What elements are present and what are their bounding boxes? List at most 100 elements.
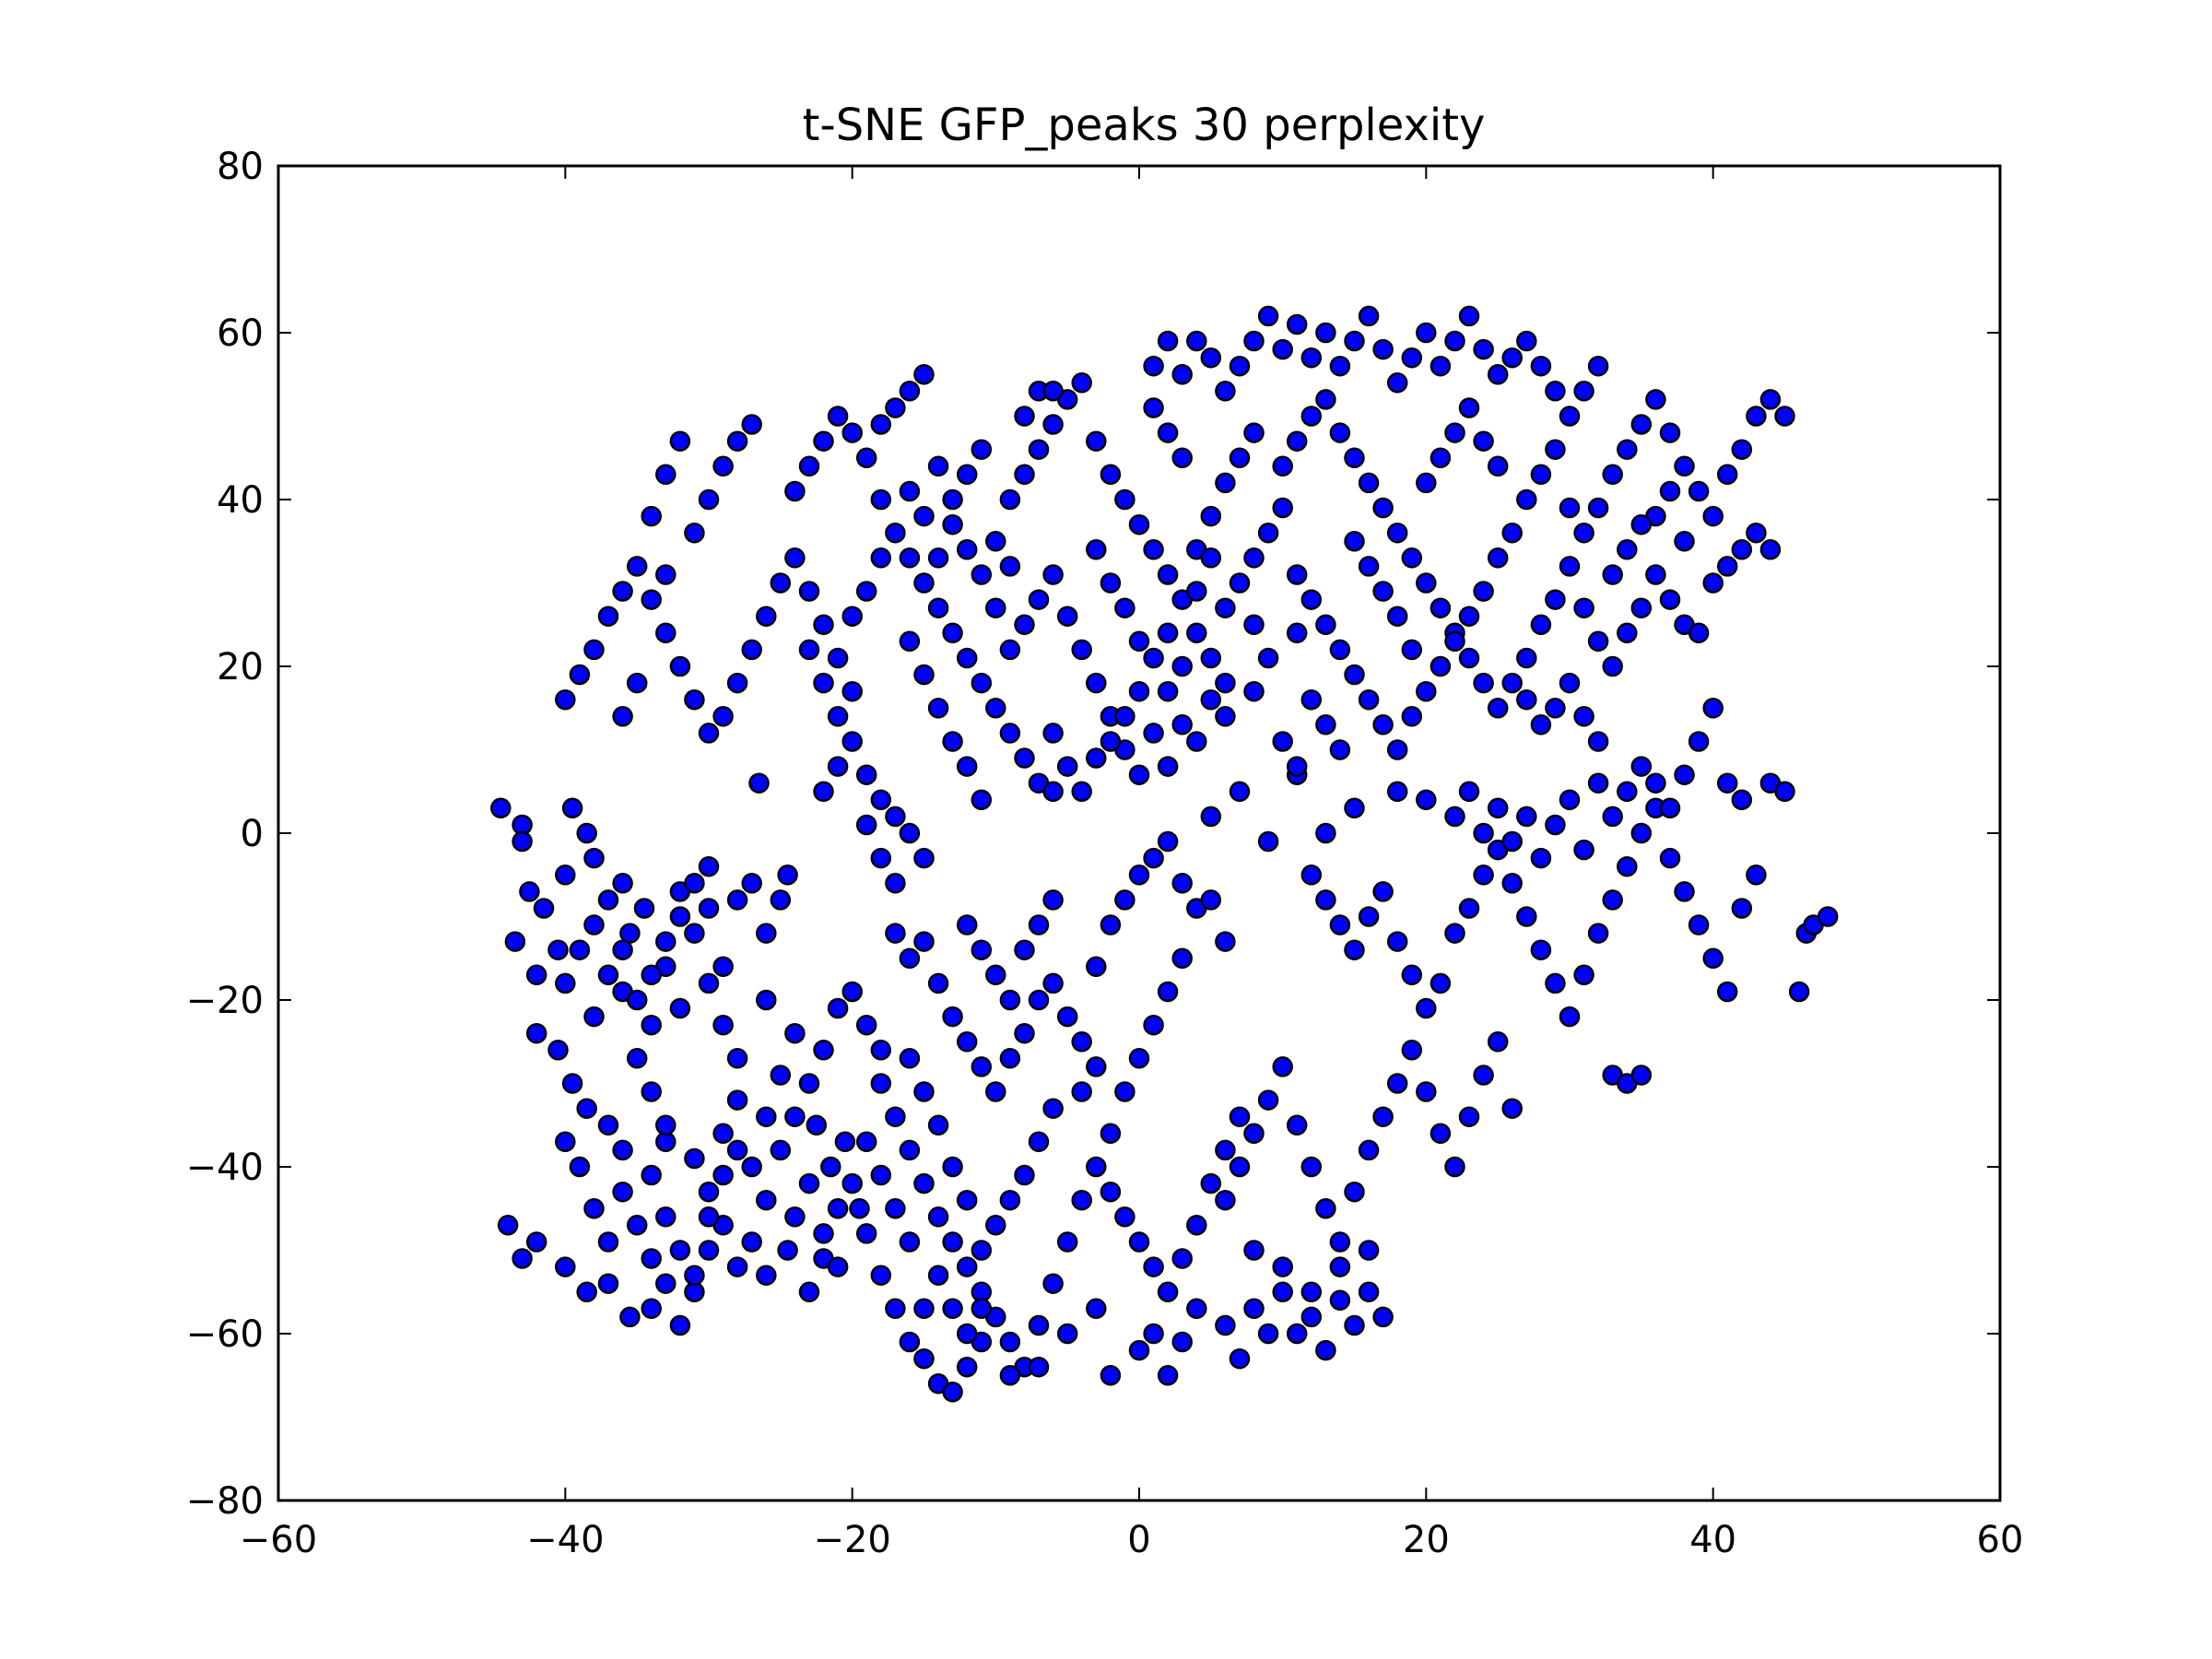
scatter-point (547, 939, 569, 960)
scatter-point (942, 731, 963, 752)
scatter-point (1257, 305, 1279, 327)
scatter-point (1386, 931, 1408, 952)
scatter-point (698, 1206, 720, 1228)
scatter-point (885, 1298, 906, 1320)
scatter-point (1416, 472, 1437, 494)
scatter-point (1645, 564, 1666, 585)
scatter-point (1243, 1123, 1265, 1145)
y-tick-label: 0 (241, 813, 264, 855)
scatter-point (1444, 422, 1465, 443)
scatter-point (870, 1265, 892, 1286)
scatter-point (726, 1139, 748, 1161)
scatter-point (1286, 622, 1308, 644)
scatter-point (1086, 1156, 1107, 1178)
scatter-point (1028, 1314, 1050, 1336)
scatter-point (985, 1215, 1006, 1236)
x-tick-label: 60 (1977, 1519, 2024, 1561)
scatter-point (870, 547, 892, 569)
scatter-point (1114, 1206, 1135, 1228)
scatter-point (1143, 847, 1164, 869)
scatter-point (999, 1189, 1021, 1211)
scatter-point (1157, 830, 1179, 853)
scatter-point (1157, 1281, 1179, 1303)
scatter-point (497, 1215, 519, 1236)
scatter-point (655, 464, 677, 486)
scatter-point (1229, 1106, 1251, 1127)
scatter-point (1200, 505, 1222, 527)
scatter-point (784, 1106, 806, 1127)
scatter-point (913, 505, 935, 527)
scatter-point (597, 1114, 619, 1136)
scatter-point (1272, 731, 1293, 752)
scatter-point (726, 1089, 748, 1111)
scatter-point (1128, 630, 1150, 653)
scatter-point (1086, 956, 1107, 978)
scatter-point (1014, 464, 1035, 486)
scatter-point (985, 964, 1006, 986)
scatter-point (655, 1114, 677, 1136)
scatter-point (1300, 1156, 1323, 1178)
scatter-point (899, 1231, 921, 1253)
scatter-point (1028, 1356, 1050, 1378)
scatter-point (1329, 914, 1351, 935)
scatter-point (1674, 531, 1695, 552)
scatter-point (698, 1181, 720, 1203)
scatter-point (1286, 756, 1308, 777)
scatter-point (1386, 522, 1408, 544)
scatter-point (1042, 414, 1064, 435)
scatter-point (1171, 714, 1193, 735)
scatter-point (756, 606, 777, 627)
scatter-point (899, 822, 921, 844)
scatter-point (813, 781, 834, 803)
scatter-point (1344, 447, 1365, 469)
scatter-point (1688, 914, 1710, 935)
scatter-point (1329, 1289, 1351, 1312)
scatter-point (655, 1273, 677, 1294)
scatter-point (827, 706, 849, 727)
scatter-point (1300, 1281, 1323, 1303)
scatter-point (913, 931, 935, 952)
scatter-point (899, 381, 921, 402)
scatter-point (1573, 839, 1594, 861)
scatter-point (1430, 597, 1452, 618)
scatter-point (1458, 397, 1480, 418)
scatter-point (1042, 1273, 1064, 1294)
scatter-point (1746, 406, 1767, 427)
scatter-point (999, 488, 1021, 511)
scatter-point (1200, 688, 1222, 711)
scatter-point (655, 564, 677, 585)
scatter-point (1458, 898, 1480, 919)
scatter-point (1014, 406, 1035, 427)
scatter-point (1702, 572, 1724, 594)
scatter-point (512, 1248, 533, 1269)
scatter-point (855, 581, 877, 602)
scatter-point (1545, 589, 1566, 610)
scatter-point (1229, 781, 1251, 803)
scatter-point (942, 1231, 963, 1253)
scatter-point (1487, 455, 1509, 477)
scatter-point (1157, 756, 1179, 777)
scatter-point (927, 1206, 949, 1228)
scatter-point (583, 639, 605, 661)
scatter-point (741, 639, 762, 661)
y-tick-label: 40 (217, 479, 264, 522)
scatter-point (1272, 455, 1293, 477)
scatter-point (1416, 1081, 1437, 1102)
scatter-point (1157, 422, 1179, 443)
scatter-point (985, 597, 1006, 618)
scatter-point (1186, 731, 1207, 752)
scatter-point (1171, 873, 1193, 894)
scatter-point (698, 898, 720, 919)
scatter-point (1545, 381, 1566, 402)
scatter-point (1372, 1106, 1394, 1127)
scatter-point (855, 1131, 877, 1153)
scatter-point (855, 814, 877, 836)
scatter-point (1286, 1323, 1308, 1345)
scatter-point (1171, 364, 1193, 385)
scatter-point (1587, 497, 1609, 519)
scatter-point (698, 723, 720, 744)
scatter-point (669, 1314, 691, 1336)
scatter-point (1014, 1164, 1035, 1186)
scatter-point (1215, 1314, 1236, 1336)
scatter-point (913, 1347, 935, 1370)
